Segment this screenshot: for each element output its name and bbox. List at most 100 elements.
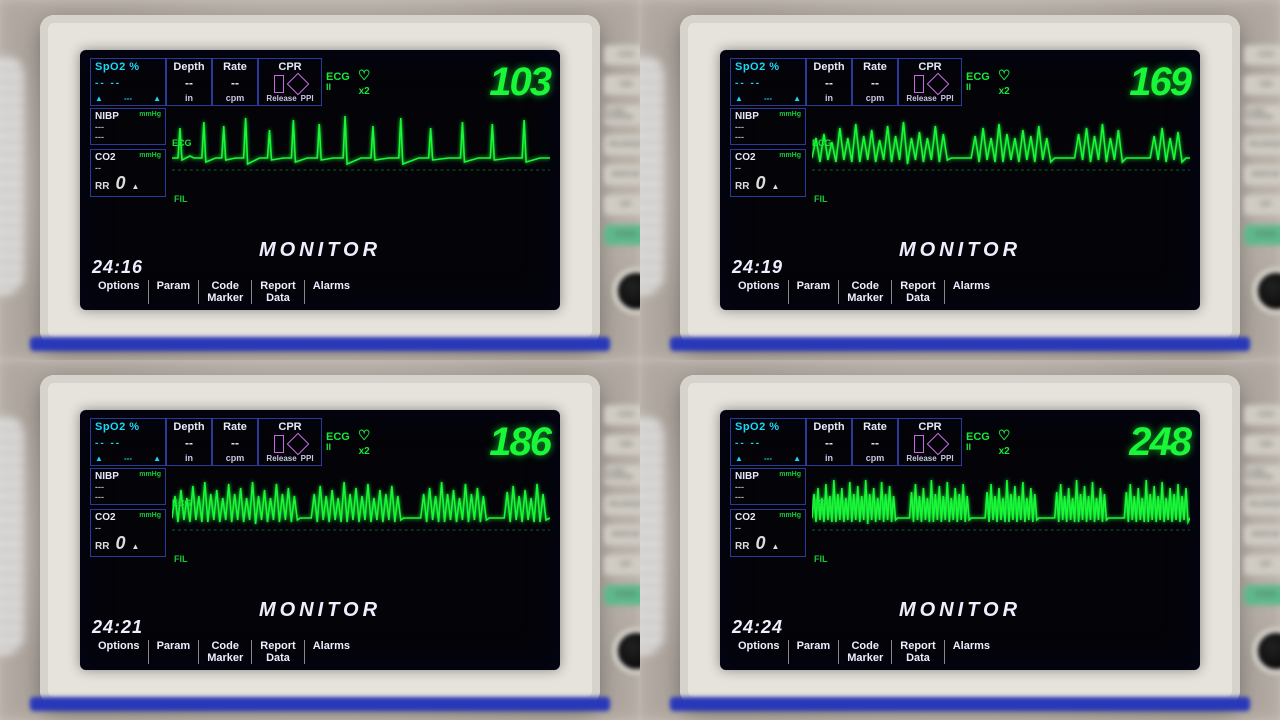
menu-item[interactable]: Param	[149, 640, 200, 664]
menu-item[interactable]: ReportData	[892, 640, 944, 664]
spo2-box: SpO2 % -- -- ▲---▲	[730, 58, 806, 106]
screen: SpO2 % -- -- ▲---▲ Depth--in Rate--cpm C…	[80, 410, 560, 670]
menu-item[interactable]: CodeMarker	[199, 280, 252, 304]
menu-item[interactable]: Alarms	[945, 280, 998, 304]
menu-item[interactable]: Options	[730, 280, 789, 304]
cpr-box: CPR ReleasePPI	[258, 58, 322, 106]
monitor-panel: LEADSIZEALARM SUSPENDRECORDERMONITOROFFP…	[0, 360, 640, 720]
pacer-button: PACER	[604, 585, 640, 605]
bell-icon: ▲	[771, 182, 779, 191]
cpr-diamond-icon	[927, 72, 950, 95]
device-button: SIZE	[604, 75, 640, 95]
bottom-menu: OptionsParamCodeMarkerReportDataAlarms	[730, 640, 1190, 664]
menu-item[interactable]: CodeMarker	[839, 640, 892, 664]
nibp-box: NIBPmmHg ------	[730, 468, 806, 505]
device-button: RECORDER	[1244, 135, 1280, 155]
cpr-box: CPR ReleasePPI	[898, 58, 962, 106]
rate-box: Rate--cpm	[852, 418, 898, 466]
heart-icon: ♡	[998, 427, 1011, 444]
fil-label: FIL	[814, 554, 828, 564]
spo2-label: SpO2 %	[95, 61, 161, 73]
device-bezel: LEADSIZEALARM SUSPENDRECORDERMONITOROFFP…	[40, 15, 600, 345]
pacer-button: PACER	[604, 225, 640, 245]
menu-item[interactable]: ReportData	[252, 280, 304, 304]
menu-item[interactable]: ReportData	[252, 640, 304, 664]
menu-item[interactable]: Options	[90, 640, 149, 664]
cpr-bar-icon	[274, 435, 284, 453]
nibp-box: NIBPmmHg ------	[730, 108, 806, 145]
menu-item[interactable]: Param	[789, 640, 840, 664]
heart-icon: ♡	[998, 67, 1011, 84]
menu-item[interactable]: Param	[789, 280, 840, 304]
screen: SpO2 % -- -- ▲---▲ Depth--in Rate--cpm C…	[720, 410, 1200, 670]
screen: SpO2 % -- -- ▲---▲ Depth--in Rate--cpm C…	[720, 50, 1200, 310]
monitor-panel: LEAD SIZE ALARM SUSPEND RECORDER MONITOR OFF P…	[640, 0, 1280, 360]
heart-rate-value: 103	[489, 62, 550, 102]
menu-item[interactable]: Options	[90, 280, 149, 304]
device-button: OFF	[1244, 195, 1280, 215]
menu-item[interactable]: Alarms	[945, 640, 998, 664]
bell-icon: ▲	[95, 454, 103, 463]
device-bezel: LEADSIZEALARM SUSPENDRECORDERMONITOROFFP…	[680, 375, 1240, 705]
menu-item[interactable]: ReportData	[892, 280, 944, 304]
bell-icon: ▲	[793, 94, 801, 103]
menu-item[interactable]: Alarms	[305, 280, 358, 304]
mode-label: MONITOR	[259, 239, 381, 262]
bell-icon: ▲	[793, 454, 801, 463]
elapsed-time: 24:19	[732, 257, 783, 278]
cpr-bar-icon	[914, 435, 924, 453]
ecg-box: ECGII ♡ x2 186	[322, 418, 550, 466]
rate-box: Rate--cpm	[212, 58, 258, 106]
heart-rate-value: 248	[1129, 422, 1190, 462]
co2-box: CO2mmHg -- RR0▲	[90, 149, 166, 197]
menu-item[interactable]: Alarms	[305, 640, 358, 664]
device-button: LEAD	[1244, 405, 1280, 425]
device-button: LEAD	[604, 405, 640, 425]
menu-item[interactable]: Options	[730, 640, 789, 664]
fil-label: FIL	[174, 554, 188, 564]
cpr-diamond-icon	[287, 72, 310, 95]
cpr-bar-icon	[274, 75, 284, 93]
device-button: ALARM SUSPEND	[604, 105, 640, 125]
device-button: ALARM SUSPEND	[1244, 105, 1280, 125]
device-button: SIZE	[1244, 435, 1280, 455]
device-button: MONITOR	[604, 165, 640, 185]
depth-box: Depth--in	[166, 58, 212, 106]
rr-value: 0	[115, 533, 125, 554]
spo2-label: SpO2 %	[95, 421, 161, 433]
nibp-box: NIBPmmHg ------	[90, 108, 166, 145]
menu-item[interactable]: CodeMarker	[199, 640, 252, 664]
bell-icon: ▲	[131, 542, 139, 551]
device-button: MONITOR	[1244, 525, 1280, 545]
depth-box: Depth--in	[166, 418, 212, 466]
bottom-menu: OptionsParamCodeMarkerReportDataAlarms	[730, 280, 1190, 304]
depth-box: Depth--in	[806, 418, 852, 466]
spo2-box: SpO2 % -- -- ▲---▲	[90, 418, 166, 466]
cpr-box: CPR ReleasePPI	[898, 418, 962, 466]
elapsed-time: 24:24	[732, 617, 783, 638]
mode-label: MONITOR	[259, 599, 381, 622]
spo2-label: SpO2 %	[735, 61, 801, 73]
bottom-menu: OptionsParamCodeMarkerReportDataAlarms	[90, 280, 550, 304]
device-button: MONITOR	[604, 525, 640, 545]
device-button: RECORDER	[604, 135, 640, 155]
device-button: RECORDER	[1244, 495, 1280, 515]
fil-label: FIL	[174, 194, 188, 204]
menu-item[interactable]: Param	[149, 280, 200, 304]
bell-icon: ▲	[735, 94, 743, 103]
mode-label: MONITOR	[899, 239, 1021, 262]
screen: SpO2 % -- -- ▲---▲ Depth--in Rate--cpm C…	[80, 50, 560, 310]
device-bezel: LEADSIZEALARM SUSPENDRECORDERMONITOROFFP…	[40, 375, 600, 705]
menu-item[interactable]: CodeMarker	[839, 280, 892, 304]
bell-icon: ▲	[131, 182, 139, 191]
elapsed-time: 24:16	[92, 257, 143, 278]
co2-box: CO2mmHg -- RR0▲	[730, 509, 806, 557]
cpr-diamond-icon	[287, 432, 310, 455]
heart-icon: ♡	[358, 67, 371, 84]
bell-icon: ▲	[735, 454, 743, 463]
cpr-box: CPR ReleasePPI	[258, 418, 322, 466]
device-button: LEAD	[1244, 45, 1280, 65]
pacer-button: PACER	[1244, 225, 1280, 245]
device-button: SIZE	[1244, 75, 1280, 95]
device-button: LEAD	[604, 45, 640, 65]
